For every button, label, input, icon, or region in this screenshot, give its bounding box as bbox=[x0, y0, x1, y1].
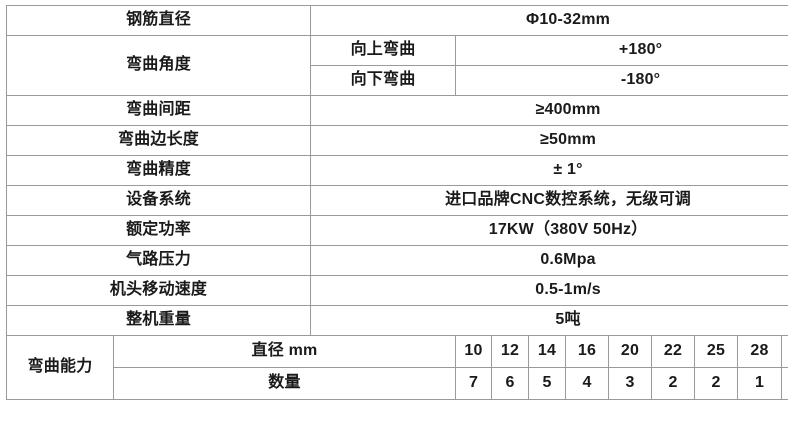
row-value-total-weight: 5吨 bbox=[309, 305, 788, 336]
table-row-control-system: 设备系统 进口品牌CNC数控系统，无级可调 bbox=[6, 185, 788, 216]
sub-label-bend-up: 向上弯曲 bbox=[310, 35, 456, 66]
capacity-diameter-label: 直径 mm bbox=[113, 335, 456, 368]
row-label-head-speed: 机头移动速度 bbox=[6, 275, 311, 306]
capacity-diameter-value: 10 bbox=[455, 335, 492, 368]
table-row-air-pressure: 气路压力 0.6Mpa bbox=[6, 245, 788, 276]
specification-table: 钢筋直径 Φ10-32mm 弯曲角度 向上弯曲 +180° 向下弯曲 -180°… bbox=[6, 5, 788, 400]
row-label-bend-precision: 弯曲精度 bbox=[6, 155, 311, 186]
row-label-steel-diameter: 钢筋直径 bbox=[6, 5, 311, 36]
capacity-quantity-value: 3 bbox=[608, 367, 652, 400]
capacity-diameter-value: 22 bbox=[651, 335, 695, 368]
table-row-capacity-quantity: 数量 7 6 5 4 3 2 2 1 1 bbox=[7, 367, 788, 400]
row-value-steel-diameter: Φ10-32mm bbox=[309, 5, 788, 36]
row-label-bend-spacing: 弯曲间距 bbox=[6, 95, 311, 126]
specification-table-container: 钢筋直径 Φ10-32mm 弯曲角度 向上弯曲 +180° 向下弯曲 -180°… bbox=[6, 5, 788, 420]
capacity-quantity-value: 5 bbox=[528, 367, 566, 400]
row-value-rated-power: 17KW（380V 50Hz） bbox=[309, 215, 788, 246]
capacity-diameter-value: 16 bbox=[565, 335, 609, 368]
capacity-quantity-value: 4 bbox=[565, 367, 609, 400]
row-value-bend-precision: ± 1° bbox=[309, 155, 788, 186]
row-label-control-system: 设备系统 bbox=[6, 185, 311, 216]
table-row-capacity-diameter: 弯曲能力 直径 mm 10 12 14 16 20 22 25 28 32 bbox=[6, 335, 788, 400]
capacity-quantity-label: 数量 bbox=[113, 367, 456, 400]
row-label-bend-angle: 弯曲角度 bbox=[6, 35, 311, 96]
capacity-quantity-value: 1 bbox=[737, 367, 782, 400]
table-row-total-weight: 整机重量 5吨 bbox=[6, 305, 788, 336]
row-label-bend-side-length: 弯曲边长度 bbox=[6, 125, 311, 156]
row-value-head-speed: 0.5-1m/s bbox=[309, 275, 788, 306]
row-value-bend-up: +180° bbox=[454, 35, 788, 66]
row-label-total-weight: 整机重量 bbox=[6, 305, 311, 336]
table-row-steel-diameter: 钢筋直径 Φ10-32mm bbox=[6, 5, 788, 36]
table-row-bend-precision: 弯曲精度 ± 1° bbox=[6, 155, 788, 186]
table-row-rated-power: 额定功率 17KW（380V 50Hz） bbox=[6, 215, 788, 246]
capacity-quantity-value: 1 bbox=[780, 367, 788, 400]
row-label-air-pressure: 气路压力 bbox=[6, 245, 311, 276]
table-row-head-speed: 机头移动速度 0.5-1m/s bbox=[6, 275, 788, 306]
row-label-rated-power: 额定功率 bbox=[6, 215, 311, 246]
capacity-diameter-value: 28 bbox=[737, 335, 782, 368]
table-row-bend-side-length: 弯曲边长度 ≥50mm bbox=[6, 125, 788, 156]
table-row-bend-spacing: 弯曲间距 ≥400mm bbox=[6, 95, 788, 126]
capacity-quantity-value: 7 bbox=[455, 367, 492, 400]
row-value-air-pressure: 0.6Mpa bbox=[309, 245, 788, 276]
capacity-diameter-value: 32 bbox=[780, 335, 788, 368]
table-row-bend-angle-up: 弯曲角度 向上弯曲 +180° bbox=[6, 35, 788, 96]
row-value-control-system: 进口品牌CNC数控系统，无级可调 bbox=[309, 185, 788, 216]
sub-label-bend-down: 向下弯曲 bbox=[310, 65, 456, 96]
row-label-bending-capacity: 弯曲能力 bbox=[6, 335, 114, 400]
capacity-quantity-value: 2 bbox=[651, 367, 695, 400]
row-value-bend-spacing: ≥400mm bbox=[309, 95, 788, 126]
capacity-diameter-value: 25 bbox=[694, 335, 738, 368]
row-value-bend-side-length: ≥50mm bbox=[309, 125, 788, 156]
capacity-quantity-value: 6 bbox=[491, 367, 529, 400]
row-value-bend-down: -180° bbox=[454, 65, 788, 96]
capacity-diameter-value: 14 bbox=[528, 335, 566, 368]
capacity-quantity-value: 2 bbox=[694, 367, 738, 400]
capacity-diameter-value: 12 bbox=[491, 335, 529, 368]
capacity-diameter-value: 20 bbox=[608, 335, 652, 368]
